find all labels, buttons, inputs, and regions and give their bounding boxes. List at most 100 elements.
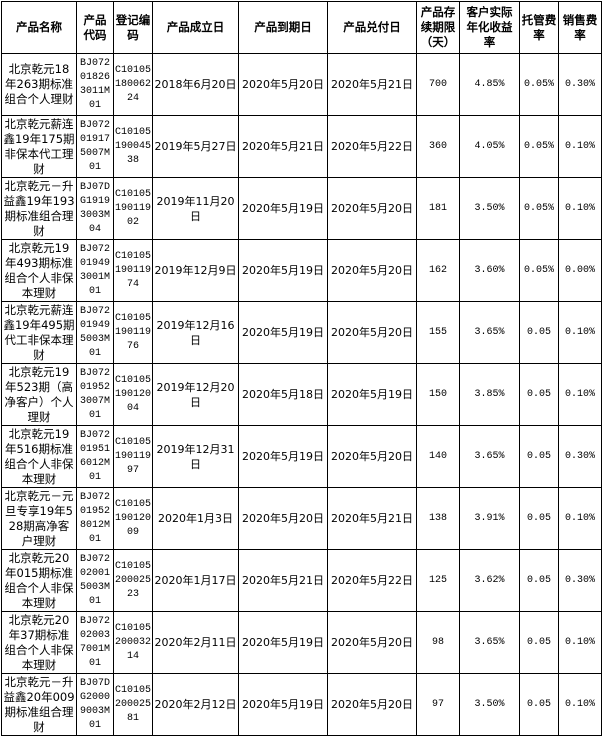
table-cell: C1010519011976 [113,301,153,364]
table-cell: 0.05% [519,239,559,302]
table-cell: 3.65% [459,425,520,488]
table-cell: 0.10% [558,673,602,736]
table-cell: 0.05% [519,177,559,240]
table-cell: 0.10% [558,177,602,240]
table-cell: 2020年2月12日 [152,673,239,736]
table-cell: 2019年11月20日 [152,177,239,240]
table-cell: BJ072019516012M01 [76,425,114,488]
table-cell: 0.10% [558,611,602,674]
table-cell: 0.30% [558,425,602,488]
table-cell: 0.10% [558,363,602,426]
table-cell: 2020年5月19日 [327,363,417,426]
table-cell: 2020年5月19日 [238,425,328,488]
table-cell: 162 [416,239,460,302]
table-row: 北京乾元19年523期（高净客户）个人理财 BJ072019523007M01 C1… [1,363,602,426]
table-cell: 2020年5月18日 [238,363,328,426]
table-cell: 3.60% [459,239,520,302]
table-row: 北京乾元18年263期标准组合个人理财 BJ072018263011M01 C101… [1,53,602,116]
table-cell: BJ072019523007M01 [76,363,114,426]
table-cell: 125 [416,549,460,612]
table-cell: 97 [416,673,460,736]
product-table: 产品名称 产品代码 登记编码 产品成立日 产品到期日 产品兑付日 产品存续期限（天） 客户实际… [1,1,602,736]
header-cell: 产品存续期限（天） [416,1,460,54]
table-cell: 4.05% [459,115,520,178]
table-cell: 2020年5月22日 [327,549,417,612]
table-cell: 北京乾元19年523期（高净客户）个人理财 [1,363,77,426]
header-cell: 产品代码 [76,1,114,54]
table-cell: 北京乾元薪连鑫19年495期代工非保本理财 [1,301,77,364]
header-row: 产品名称 产品代码 登记编码 产品成立日 产品到期日 产品兑付日 产品存续期限（天） 客户实际… [1,1,602,54]
table-cell: 140 [416,425,460,488]
table-cell: 2020年5月19日 [238,239,328,302]
table-cell: 2020年5月21日 [238,549,328,612]
table-cell: 3.91% [459,487,520,550]
table-cell: 0.30% [558,53,602,116]
table-cell: 0.30% [558,549,602,612]
table-cell: 0.00% [558,239,602,302]
table-cell: 北京乾元－元旦专享19年528期高净客户理财 [1,487,77,550]
table-cell: 2020年5月20日 [327,177,417,240]
table-cell: 0.10% [558,115,602,178]
table-cell: 北京乾元20年37期标准组合个人非保本理财 [1,611,77,674]
table-cell: 北京乾元－升益鑫20年009期标准组合理财 [1,673,77,736]
table-cell: C1010519011997 [113,425,153,488]
table-cell: 2020年5月19日 [238,177,328,240]
table-cell: 2020年2月11日 [152,611,239,674]
table-cell: 2019年12月9日 [152,239,239,302]
table-cell: 0.05% [519,115,559,178]
table-cell: 2020年5月19日 [238,611,328,674]
table-cell: 3.50% [459,177,520,240]
table-cell: 155 [416,301,460,364]
table-cell: 0.05 [519,301,559,364]
table-cell: 2020年5月21日 [327,53,417,116]
table-cell: 700 [416,53,460,116]
table-cell: C1010519004538 [113,115,153,178]
table-cell: 0.05 [519,549,559,612]
table-cell: 北京乾元19年493期标准组合个人非保本理财 [1,239,77,302]
table-cell: 0.05% [519,53,559,116]
table-cell: 0.05 [519,487,559,550]
table-cell: 北京乾元20年015期标准组合个人非保本理财 [1,549,77,612]
table-cell: 2020年1月17日 [152,549,239,612]
table-cell: 2020年5月20日 [238,53,328,116]
header-cell: 产品成立日 [152,1,239,54]
table-cell: 2020年5月20日 [238,487,328,550]
table-cell: C1010519011974 [113,239,153,302]
header-cell: 产品到期日 [238,1,328,54]
table-cell: 0.05 [519,673,559,736]
table-cell: 北京乾元－升益鑫19年193期标准组合理财 [1,177,77,240]
table-cell: 2020年5月20日 [327,425,417,488]
table-cell: 360 [416,115,460,178]
header-cell: 产品兑付日 [327,1,417,54]
table-cell: 4.85% [459,53,520,116]
table-cell: C1010518006224 [113,53,153,116]
table-row: 北京乾元－元旦专享19年528期高净客户理财 BJ072019528012M01 C… [1,487,602,550]
table-cell: BJ072018263011M01 [76,53,114,116]
table-cell: 3.50% [459,673,520,736]
table-cell: 3.62% [459,549,520,612]
table-cell: BJ07DG19193003M04 [76,177,114,240]
table-cell: 2020年5月22日 [327,115,417,178]
table-cell: 0.10% [558,487,602,550]
table-cell: BJ07DG20009003M01 [76,673,114,736]
table-row: 北京乾元20年015期标准组合个人非保本理财 BJ072020015003M01 C… [1,549,602,612]
table-cell: 0.05 [519,363,559,426]
table-cell: 2020年1月3日 [152,487,239,550]
table-cell: 2019年5月27日 [152,115,239,178]
header-cell: 销售费率 [558,1,602,54]
table-cell: 2019年12月16日 [152,301,239,364]
table-cell: 2018年6月20日 [152,53,239,116]
table-cell: BJ072019493001M01 [76,239,114,302]
header-cell: 托管费率 [519,1,559,54]
table-cell: BJ072020015003M01 [76,549,114,612]
table-cell: C1010519012009 [113,487,153,550]
table-cell: 2020年5月21日 [238,115,328,178]
table-cell: BJ072019528012M01 [76,487,114,550]
table-row: 北京乾元薪连鑫19年175期非保本代工理财 BJ072019175007M01 C1… [1,115,602,178]
table-cell: C1010519011902 [113,177,153,240]
table-body: 北京乾元18年263期标准组合个人理财 BJ072018263011M01 C101… [1,53,602,736]
table-cell: 150 [416,363,460,426]
table-row: 北京乾元－升益鑫19年193期标准组合理财 BJ07DG19193003M04 C1… [1,177,602,240]
table-cell: 2020年5月20日 [327,301,417,364]
header-cell: 客户实际年化收益率 [459,1,520,54]
